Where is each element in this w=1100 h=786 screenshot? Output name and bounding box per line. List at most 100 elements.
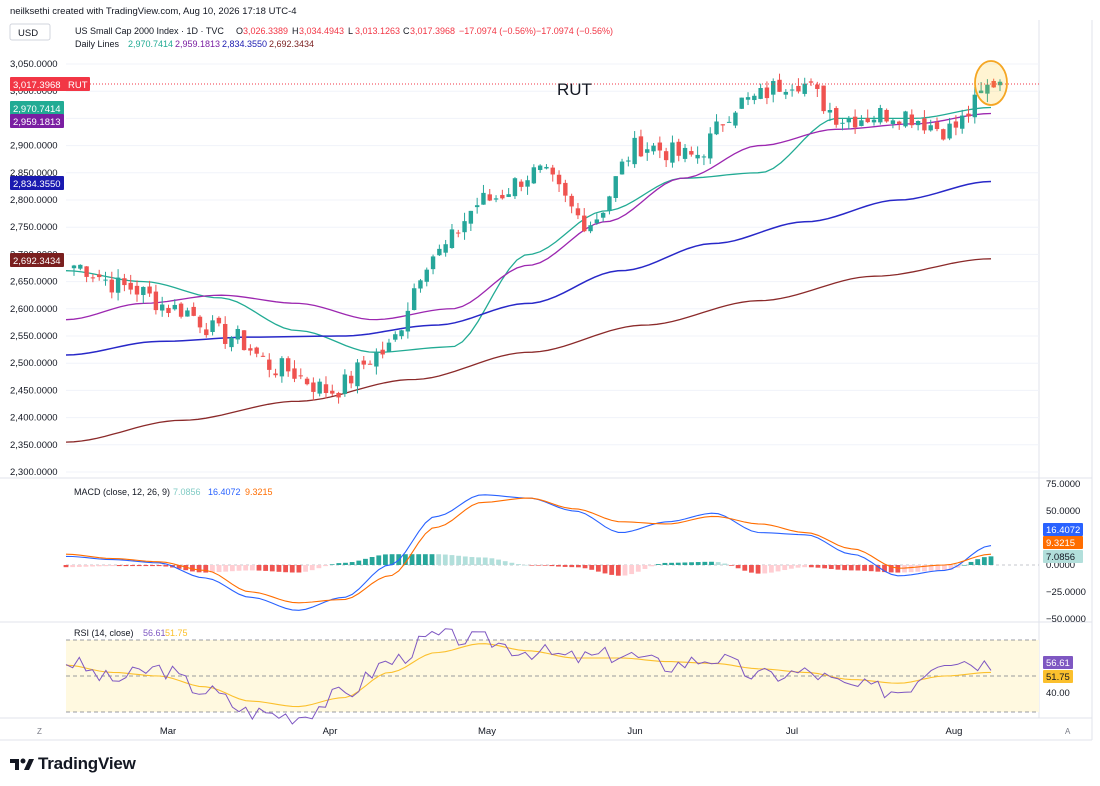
candle-body <box>298 375 303 377</box>
candle-body <box>380 349 385 355</box>
candle-body <box>840 122 845 124</box>
macd-bar <box>635 565 641 572</box>
macd-bar <box>416 554 422 565</box>
month-label: Aug <box>946 726 963 737</box>
currency-label[interactable]: USD <box>18 28 38 39</box>
macd-bar <box>875 565 881 572</box>
macd-bar <box>888 565 894 573</box>
candle-body <box>777 79 782 92</box>
macd-bar <box>442 554 448 565</box>
candle-body <box>267 359 272 370</box>
candle-body <box>153 291 159 311</box>
candle-body <box>865 118 870 123</box>
macd-bar <box>363 558 368 565</box>
tradingview-logo-icon <box>10 758 34 770</box>
candle-body <box>922 118 927 131</box>
candle-body <box>405 310 411 332</box>
candle-body <box>367 363 373 365</box>
macd-bar <box>329 564 335 565</box>
candle-body <box>815 84 820 89</box>
macd-bar <box>955 565 961 568</box>
candle-body <box>682 147 688 159</box>
macd-legend: MACD (close, 12, 26, 9) 7.0856 16.4072 9… <box>74 487 273 497</box>
price-tick: 2,600.0000 <box>10 304 58 315</box>
macd-bar <box>975 559 981 565</box>
candle-body <box>575 208 581 216</box>
macd-bar <box>409 554 415 565</box>
price-tick: 2,500.0000 <box>10 358 58 369</box>
currency-button[interactable] <box>9 23 51 41</box>
candle-body <box>645 149 650 153</box>
candle-body <box>909 114 915 126</box>
footer: TradingView <box>10 752 136 776</box>
macd-bar <box>256 565 262 571</box>
legend: neilksethi created with TradingView.com,… <box>9 6 613 49</box>
price-labels: 3,017.3968 RUT 2,970.7414 2,959.1813 2,8… <box>10 77 90 267</box>
candle-body <box>676 141 681 156</box>
candle-body <box>556 174 562 185</box>
candle-body <box>808 81 814 83</box>
dl3-value: 2,834.3550 <box>222 39 267 49</box>
macd-bar <box>216 565 222 573</box>
candle-body <box>890 120 896 124</box>
macd-bar <box>369 557 375 565</box>
macd-signal-value: 9.3215 <box>245 487 273 497</box>
price-tick: 2,850.0000 <box>10 168 58 179</box>
price-tick: 3,000.0000 <box>10 86 58 97</box>
candle-body <box>953 121 959 128</box>
month-label: Jul <box>786 726 798 737</box>
macd-bar <box>289 565 295 573</box>
o-value: 3,026.3389 <box>243 26 288 36</box>
macd-bar <box>709 561 714 565</box>
candle-body <box>103 279 108 281</box>
zoom-button[interactable]: Z <box>37 727 42 736</box>
macd-bar <box>70 565 76 568</box>
macd-bar <box>915 565 921 572</box>
macd-bar <box>822 565 828 569</box>
candle-body <box>134 285 140 295</box>
candle-body <box>424 269 429 282</box>
candle-body <box>789 89 795 91</box>
macd-bar <box>196 565 202 573</box>
macd-bar <box>489 558 495 565</box>
candle-body <box>834 108 839 125</box>
macd-bar <box>150 565 155 567</box>
macd-bar <box>429 554 435 565</box>
macd-bar <box>961 564 967 566</box>
candle-body <box>115 277 121 293</box>
candle-body <box>292 368 297 379</box>
dl1-value: 2,970.7414 <box>128 39 173 49</box>
candle-body <box>544 166 549 169</box>
macd-bar <box>848 565 854 571</box>
macd-bar <box>449 555 455 565</box>
candle-body <box>796 85 801 92</box>
macd-bar <box>496 559 501 565</box>
h-value: 3,034.4943 <box>299 26 344 36</box>
macd-bar <box>675 562 681 565</box>
candle-body <box>689 151 694 155</box>
candle-body <box>109 279 114 293</box>
candle-body <box>172 304 177 310</box>
auto-scale-button[interactable]: A <box>1065 727 1071 736</box>
candle-body <box>915 120 921 126</box>
candle-body <box>632 137 637 165</box>
macd-line <box>65 494 992 611</box>
c-label: C <box>403 26 410 36</box>
signal-label: 9.3215 <box>1046 538 1075 549</box>
candle-body <box>197 316 203 328</box>
candle-body <box>437 248 442 256</box>
macd-tick: 75.0000 <box>1046 479 1080 490</box>
macd-bar <box>622 565 628 576</box>
month-label: Apr <box>323 726 338 737</box>
macd-bar <box>948 565 954 570</box>
macd-bar <box>236 565 242 571</box>
candle-body <box>613 176 618 199</box>
last-price-label: 3,017.3968 <box>13 80 61 91</box>
rsi-legend: RSI (14, close) 56.61 51.75 <box>74 628 188 638</box>
macd-bar <box>981 557 987 565</box>
price-tick: 2,800.0000 <box>10 195 58 206</box>
macd-bar <box>516 564 521 565</box>
candle-body <box>355 362 360 387</box>
candle-body <box>178 303 184 317</box>
candle-body <box>204 329 209 336</box>
